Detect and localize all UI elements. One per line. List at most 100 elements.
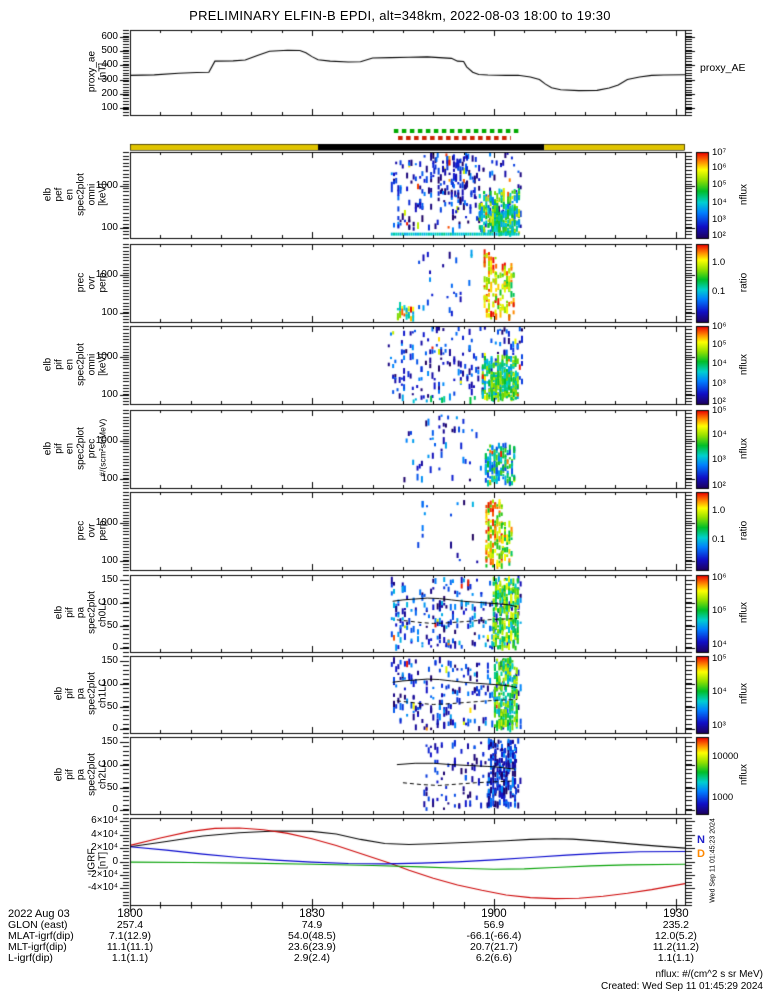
y-tick-label: 0 xyxy=(112,642,118,654)
y-tick-label: 2×10⁴ xyxy=(91,842,118,854)
eph-value: 235.2 xyxy=(662,919,690,931)
colorbar-tick-label: 10⁴ xyxy=(712,428,727,440)
y-tick-label: 400 xyxy=(101,59,118,71)
time-tick-label: 1900 xyxy=(481,908,507,920)
eph-value: 257.4 xyxy=(116,919,144,931)
eph-row-label: MLAT-igrf(dip) xyxy=(8,930,74,942)
panel-ylabel-line: pif xyxy=(53,442,65,454)
eph-value: 12.0(5.2) xyxy=(654,930,697,942)
y-tick-label: 600 xyxy=(101,31,118,43)
colorbar-tick-label: 10⁴ xyxy=(712,358,727,369)
eph-row-label: GLON (east) xyxy=(8,919,68,931)
time-tick-label: 1830 xyxy=(299,908,325,920)
eph-value: 1.1(1.1) xyxy=(657,952,694,964)
eph-value: 6.2(6.6) xyxy=(475,952,513,964)
panel-ylabel-line: pa xyxy=(75,768,87,781)
y-tick-label: 200 xyxy=(101,87,118,99)
panel-ylabel-line: elb xyxy=(42,187,54,201)
y-tick-label: 100 xyxy=(101,554,118,566)
y-tick-label: -2×10⁴ xyxy=(87,868,118,880)
colorbar-tick-label: 10⁴ xyxy=(712,685,727,697)
colorbar-tick-label: 0.1 xyxy=(712,534,726,546)
y-tick-label: 1000 xyxy=(95,517,118,529)
colorbar-tick-label: 10² xyxy=(712,480,726,491)
date-label: 2022 Aug 03 xyxy=(8,908,70,920)
eph-row-label: L-igrf(dip) xyxy=(8,952,53,964)
colorbar-tick-label: 10⁷ xyxy=(712,147,727,158)
y-tick-label: 100 xyxy=(101,472,118,484)
eph-value: 2.9(2.4) xyxy=(293,952,331,964)
y-tick-label: 100 xyxy=(101,306,118,318)
colorbar-unit-label: nflux xyxy=(738,763,750,786)
colorbar-tick-label: 10³ xyxy=(712,454,726,466)
eph-value: 20.7(21.7) xyxy=(469,941,518,953)
y-tick-label: 100 xyxy=(101,597,118,609)
eph-value: 74.9 xyxy=(301,919,323,931)
colorbar-tick-label: 10⁵ xyxy=(712,179,727,191)
colorbar-tick-label: 10⁴ xyxy=(712,196,727,208)
footer-units-note: nflux: #/(cm^2 s sr MeV) xyxy=(655,969,764,980)
colorbar-tick-label: 1.0 xyxy=(712,257,726,269)
colorbar-tick-label: 10⁶ xyxy=(712,321,727,332)
panel-ylabel-line: elb xyxy=(42,441,54,455)
igrf-legend-N: N xyxy=(697,834,705,846)
colorbar-tick-label: 10³ xyxy=(712,377,726,389)
panel-ylabel-line: pif xyxy=(64,769,76,780)
y-tick-label: 1000 xyxy=(95,180,118,192)
colorbar-tick-label: 1000 xyxy=(712,791,734,803)
footer-created-note: Created: Wed Sep 11 01:45:29 2024 xyxy=(601,981,763,992)
y-tick-label: 6×10⁴ xyxy=(91,815,118,827)
colorbar-tick-label: 10² xyxy=(712,230,726,241)
y-tick-label: 100 xyxy=(101,221,118,233)
y-tick-label: 300 xyxy=(101,73,118,85)
y-tick-label: 1000 xyxy=(95,269,118,281)
proxy-ae-right-label: proxy_AE xyxy=(700,62,746,74)
colorbar-tick-label: 1.0 xyxy=(712,505,726,517)
eph-value: 11.1(11.1) xyxy=(106,941,154,953)
colorbar-tick-label: 10⁵ xyxy=(712,604,727,616)
y-tick-label: 50 xyxy=(106,700,118,712)
eph-value: 54.0(48.5) xyxy=(288,930,336,942)
colorbar-tick-label: 10⁶ xyxy=(712,571,727,583)
time-tick-label: 1800 xyxy=(117,908,143,920)
y-tick-label: 150 xyxy=(101,574,118,586)
colorbar-tick-label: 10⁵ xyxy=(712,338,727,350)
y-tick-label: 0 xyxy=(112,804,118,816)
colorbar-tick-label: 10³ xyxy=(712,719,726,731)
igrf-legend-D: D xyxy=(697,848,705,860)
eph-value: 1.1(1.1) xyxy=(111,952,149,964)
eph-row-label: MLT-igrf(dip) xyxy=(8,941,67,953)
y-tick-label: 0 xyxy=(112,723,118,735)
colorbar-tick-label: 10⁵ xyxy=(712,652,727,664)
y-tick-label: 50 xyxy=(106,619,118,631)
y-tick-label: 100 xyxy=(101,101,118,113)
y-tick-label: 150 xyxy=(101,736,118,748)
eph-value: 7.1(12.9) xyxy=(108,930,152,942)
eph-value: 56.9 xyxy=(483,919,505,931)
colorbar-tick-label: 10⁴ xyxy=(712,638,727,650)
y-tick-label: 150 xyxy=(101,655,118,667)
colorbar-tick-label: 0.1 xyxy=(712,286,726,298)
colorbar-tick-label: 10³ xyxy=(712,213,726,225)
eph-value: 11.2(11.2) xyxy=(652,941,700,953)
colorbar-tick-label: 10000 xyxy=(712,750,739,762)
y-tick-label: 100 xyxy=(101,759,118,771)
eph-value: 23.6(23.9) xyxy=(288,941,336,953)
colorbar-tick-label: 10² xyxy=(712,396,726,407)
y-tick-label: 50 xyxy=(106,781,118,793)
panel-ylabel-line: en xyxy=(64,188,76,200)
time-tick-label: 1930 xyxy=(663,908,689,920)
y-tick-label: 0 xyxy=(112,855,118,867)
y-tick-label: 1000 xyxy=(95,351,118,363)
colorbar-tick-label: 10⁵ xyxy=(712,405,727,416)
side-timestamp: Wed Sep 11 01:45:23 2024 xyxy=(709,818,717,903)
eph-value: -66.1(-66.4) xyxy=(466,930,522,942)
panel-ylabel-line: pef xyxy=(53,187,65,201)
colorbar-tick-label: 10⁶ xyxy=(712,162,727,174)
panel-ylabel-line: IGRF xyxy=(86,848,98,873)
panel-ylabel-line: en xyxy=(64,442,76,454)
y-tick-label: 4×10⁴ xyxy=(91,828,118,840)
y-tick-label: 500 xyxy=(101,45,118,57)
